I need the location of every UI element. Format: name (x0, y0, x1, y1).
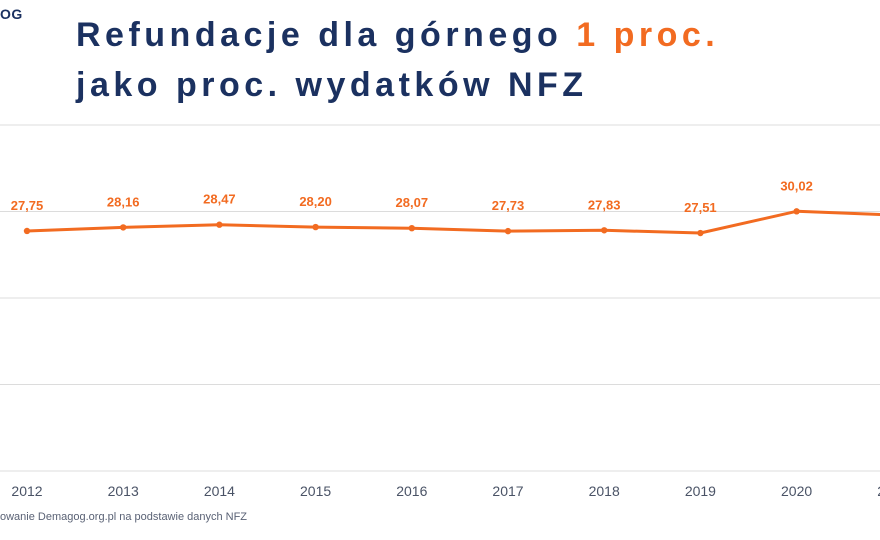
data-label: 27,83 (588, 197, 621, 212)
data-labels: 27,75 28,16 28,47 28,20 28,07 27,73 27,83 27,51… (11, 178, 813, 215)
gridlines (0, 124, 880, 472)
source-note: owanie Demagog.org.pl na podstawie danyc… (0, 511, 248, 523)
data-point (312, 223, 319, 231)
data-label: 27,75 (11, 198, 44, 213)
data-point (120, 224, 127, 231)
x-tick-label: 2015 (300, 483, 331, 499)
series-line (26, 209, 880, 235)
chart-title: Refundacje dla górnego 1 proc. jako proc… (76, 10, 719, 110)
title-line2: jako proc. wydatków NFZ (76, 66, 588, 104)
x-tick-label: 2016 (396, 483, 427, 499)
data-label: 28,20 (299, 194, 332, 209)
data-point (504, 227, 512, 235)
x-tick-label: 2013 (108, 483, 139, 499)
data-label: 27,73 (492, 198, 525, 213)
data-point (697, 229, 704, 237)
series-path (26, 209, 880, 235)
x-tick-label: 2012 (11, 483, 42, 499)
x-tick-label: 2021 (877, 483, 880, 499)
title-highlight: 1 proc. (576, 16, 720, 54)
data-label: 28,16 (107, 194, 140, 209)
x-tick-label: 2019 (685, 483, 716, 499)
data-label: 28,47 (203, 192, 236, 207)
data-label: 30,02 (780, 178, 813, 193)
x-tick-label: 2014 (204, 483, 235, 499)
data-point (23, 227, 31, 235)
logo: OG (0, 6, 23, 22)
data-point (408, 224, 415, 232)
data-points (23, 208, 800, 237)
data-point (601, 227, 608, 234)
title-part1: Refundacje dla górnego (76, 16, 577, 54)
data-label: 27,51 (684, 200, 717, 215)
data-point (216, 221, 223, 228)
data-point (793, 208, 800, 215)
x-tick-label: 2018 (589, 483, 620, 499)
x-tick-label: 2017 (492, 483, 523, 499)
x-axis-ticks: 2012 2013 2014 2015 2016 2017 2018 2019 2020 2021 (11, 483, 880, 499)
data-label: 28,07 (396, 195, 429, 210)
x-tick-label: 2020 (781, 483, 812, 499)
